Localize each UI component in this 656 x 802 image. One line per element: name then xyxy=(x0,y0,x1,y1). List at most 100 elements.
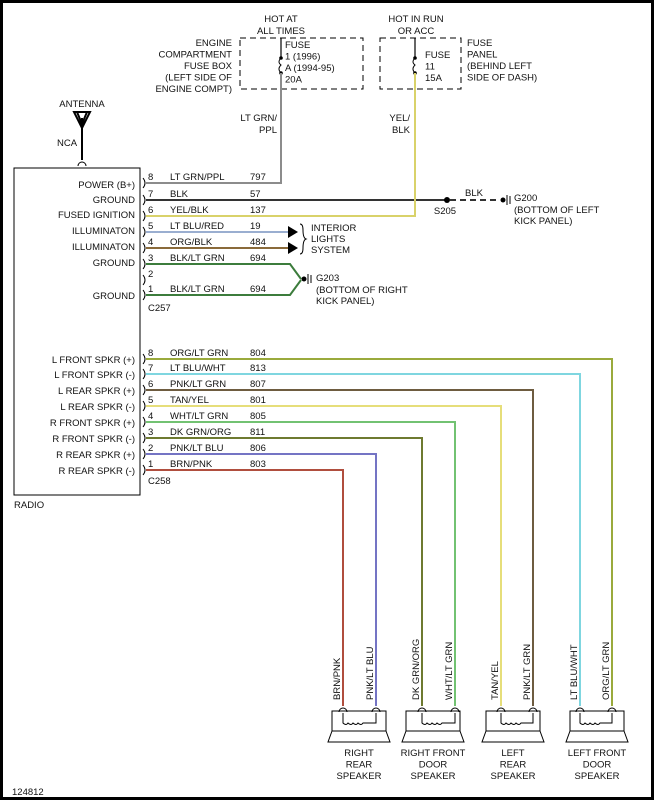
speaker-terminal xyxy=(607,707,617,713)
wire-ignition-137 xyxy=(146,73,416,217)
connector-pin-bracket xyxy=(142,210,146,222)
speaker-name-label: LEFT xyxy=(501,748,524,759)
pin-number: 1 xyxy=(148,284,153,295)
speaker-coil-icon xyxy=(500,713,534,725)
antenna-label: ANTENNA xyxy=(59,99,105,110)
fuse-label: 11 xyxy=(425,62,435,73)
speaker-wire-811 xyxy=(146,437,423,706)
pin-number: 3 xyxy=(148,253,153,264)
wire-color-label: WHT/LT GRN xyxy=(170,411,228,422)
circuit-number: 806 xyxy=(250,443,266,454)
circuit-number: 137 xyxy=(250,205,266,216)
pin-function-label: ILLUMINATON xyxy=(72,226,135,237)
circuit-number: 797 xyxy=(250,172,266,183)
connector-pin-bracket xyxy=(142,226,146,238)
pin-number: 3 xyxy=(148,427,153,438)
fuse-panel-location: PANEL xyxy=(467,50,497,61)
pin-number: 4 xyxy=(148,237,153,248)
speaker-coil-icon xyxy=(342,713,377,725)
speaker-wire-label: PNK/LT BLU xyxy=(365,646,376,700)
fuse-label: FUSE xyxy=(425,50,450,61)
speaker-terminal xyxy=(528,707,538,713)
engine-fuse-box-location: (LEFT SIDE OF xyxy=(165,73,232,84)
radio-label: RADIO xyxy=(14,500,44,511)
pin-function-label: GROUND xyxy=(93,258,135,269)
pin-function-label: ILLUMINATON xyxy=(72,242,135,253)
engine-fuse-box-location: ENGINE COMPT) xyxy=(155,84,232,95)
engine-fuse-box-location: ENGINE xyxy=(196,38,232,49)
speaker-wire-805 xyxy=(146,421,456,706)
ignition-feed-wire-label: YEL/ xyxy=(389,113,410,124)
wire-power-797 xyxy=(146,73,282,184)
pin-number: 5 xyxy=(148,221,153,232)
arrow-icon xyxy=(288,226,298,238)
connector-pin-bracket xyxy=(142,448,146,460)
nca-label: NCA xyxy=(57,138,78,149)
pin-function-label: L REAR SPKR (-) xyxy=(60,402,135,413)
speaker-wire-label: LT BLU/WHT xyxy=(569,644,580,700)
pin-function-label: L REAR SPKR (+) xyxy=(58,386,135,397)
pin-number: 2 xyxy=(148,269,153,280)
fuse-label: 15A xyxy=(425,73,443,84)
speaker-icon xyxy=(331,710,387,732)
speaker-cone-icon xyxy=(565,730,629,743)
speaker-terminal xyxy=(417,707,427,713)
hot-in-run-label: OR ACC xyxy=(398,26,435,37)
circuit-number: 801 xyxy=(250,395,266,406)
speaker-wire-806 xyxy=(146,453,377,706)
speaker-name-label: SPEAKER xyxy=(411,771,456,782)
connector-pin-bracket xyxy=(142,384,146,396)
speaker-wire-label: ORG/LT GRN xyxy=(601,642,612,700)
pin-function-label: R REAR SPKR (+) xyxy=(56,450,135,461)
speaker-name-label: DOOR xyxy=(583,760,612,771)
speaker-wire-807 xyxy=(146,389,534,706)
fuse-panel-location: SIDE OF DASH) xyxy=(467,73,537,84)
connector-pin-bracket xyxy=(142,432,146,444)
connector-pin-bracket xyxy=(142,258,146,270)
hot-in-run-label: HOT IN RUN xyxy=(388,14,443,25)
pin-function-label: FUSED IGNITION xyxy=(58,210,135,221)
speaker-wire-804 xyxy=(146,358,613,706)
fuse-label: A (1994-95) xyxy=(285,63,335,74)
wire-ground-694 xyxy=(146,263,302,280)
speaker-name-label: SPEAKER xyxy=(491,771,536,782)
fuse-panel-location: (BEHIND LEFT xyxy=(467,61,532,72)
speaker-coil-icon xyxy=(579,713,613,725)
wire-color-label: LT BLU/WHT xyxy=(170,363,226,374)
speaker-name-label: SPEAKER xyxy=(575,771,620,782)
pin-function-label: GROUND xyxy=(93,291,135,302)
wire-color-label: DK GRN/ORG xyxy=(170,427,231,438)
antenna-connector xyxy=(77,161,87,167)
connector-c257-label: C257 xyxy=(148,303,171,314)
connector-pin-bracket xyxy=(142,194,146,206)
speaker-cone-icon xyxy=(401,730,465,743)
speaker-cone-icon xyxy=(481,730,545,743)
pin-number: 6 xyxy=(148,205,153,216)
wire-color-label: BLK xyxy=(170,189,189,200)
interior-lights-label: LIGHTS xyxy=(311,234,345,245)
connector-pin-bracket xyxy=(142,353,146,365)
wire-color-label: YEL/BLK xyxy=(170,205,209,216)
speaker-name-label: REAR xyxy=(346,760,373,771)
speaker-name-label: RIGHT FRONT xyxy=(401,748,466,759)
engine-fuse-box-outline xyxy=(239,37,364,90)
pin-function-label: GROUND xyxy=(93,195,135,206)
wire-color-label: PNK/LT BLU xyxy=(170,443,224,454)
pin-number: 7 xyxy=(148,363,153,374)
interior-lights-label: SYSTEM xyxy=(311,245,350,256)
speaker-name-label: SPEAKER xyxy=(337,771,382,782)
connector-pin-bracket xyxy=(142,177,146,189)
pin-number: 8 xyxy=(148,172,153,183)
connector-pin-bracket xyxy=(142,400,146,412)
speaker-wire-801 xyxy=(146,405,502,706)
pin-number: 6 xyxy=(148,379,153,390)
connector-c258-label: C258 xyxy=(148,476,171,487)
speaker-wire-803 xyxy=(146,469,344,706)
wire-color-label: TAN/YEL xyxy=(170,395,209,406)
fuse-panel-outline xyxy=(379,37,462,90)
circuit-number: 807 xyxy=(250,379,266,390)
connector-pin-bracket xyxy=(142,274,146,286)
arrow-icon xyxy=(288,242,298,254)
fuse-terminal xyxy=(279,56,283,60)
